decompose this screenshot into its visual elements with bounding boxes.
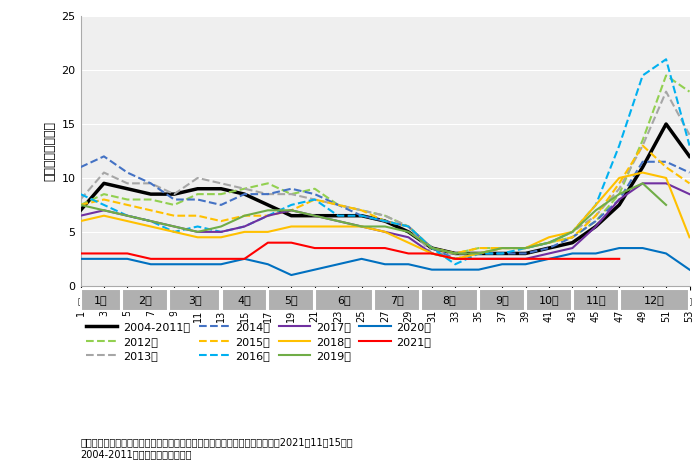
Text: 11月: 11月: [585, 295, 606, 305]
Text: 週: 週: [289, 297, 294, 306]
Text: 6月: 6月: [337, 295, 351, 305]
Text: 週: 週: [617, 297, 622, 306]
Bar: [526, 290, 572, 311]
Text: 週: 週: [640, 297, 645, 306]
Text: 週: 週: [336, 297, 341, 306]
Text: 週: 週: [78, 297, 83, 306]
Text: 週: 週: [429, 297, 434, 306]
Bar: [421, 290, 478, 311]
Legend: 2004-2011年, 2012年, 2013年, 2014年, 2015年, 2016年, 2017年, 2018年, 2019年, 2020年, 2021年: 2004-2011年, 2012年, 2013年, 2014年, 2015年, …: [86, 322, 431, 361]
Bar: [81, 290, 121, 311]
Bar: [573, 290, 619, 311]
Text: 3月: 3月: [188, 295, 202, 305]
Text: 4月: 4月: [237, 295, 251, 305]
Bar: [374, 290, 419, 311]
Text: 週: 週: [195, 297, 200, 306]
Text: 週: 週: [242, 297, 247, 306]
Bar: [620, 290, 689, 311]
Text: 7月: 7月: [390, 295, 404, 305]
Text: 10月: 10月: [538, 295, 559, 305]
Bar: [169, 290, 220, 311]
Text: 9月: 9月: [495, 295, 509, 305]
Text: 週: 週: [359, 297, 364, 306]
Text: 週: 週: [523, 297, 528, 306]
Text: 2004-2011年は平均値を示した。: 2004-2011年は平均値を示した。: [80, 449, 192, 459]
Text: 週: 週: [125, 297, 130, 306]
Text: 週: 週: [594, 297, 598, 306]
Text: 週: 週: [148, 297, 153, 306]
Text: 週: 週: [382, 297, 388, 306]
Bar: [315, 290, 372, 311]
Text: 週: 週: [172, 297, 176, 306]
Bar: [222, 290, 267, 311]
Text: 週: 週: [664, 297, 668, 306]
Bar: [480, 290, 525, 311]
Bar: [122, 290, 168, 311]
Text: 国立感染症研究所・感染症情報センターのデータを集計し作図。（集計日：2021年11月15日）: 国立感染症研究所・感染症情報センターのデータを集計し作図。（集計日：2021年1…: [80, 437, 353, 447]
Text: 週: 週: [476, 297, 481, 306]
Text: 週: 週: [102, 297, 106, 306]
Bar: [269, 290, 314, 311]
Text: 12月: 12月: [644, 295, 665, 305]
Text: 8月: 8月: [442, 295, 456, 305]
Text: 2月: 2月: [138, 295, 152, 305]
Text: 週: 週: [547, 297, 552, 306]
Text: 5月: 5月: [284, 295, 298, 305]
Y-axis label: 定点当たり報告数: 定点当たり報告数: [43, 121, 56, 181]
Text: 1月: 1月: [94, 295, 108, 305]
Text: 週: 週: [312, 297, 317, 306]
Text: 週: 週: [570, 297, 575, 306]
Text: 週: 週: [500, 297, 505, 306]
Text: 週: 週: [453, 297, 458, 306]
Text: 週: 週: [687, 297, 692, 306]
Text: 週: 週: [218, 297, 223, 306]
Text: 週: 週: [406, 297, 411, 306]
Text: 週: 週: [265, 297, 270, 306]
